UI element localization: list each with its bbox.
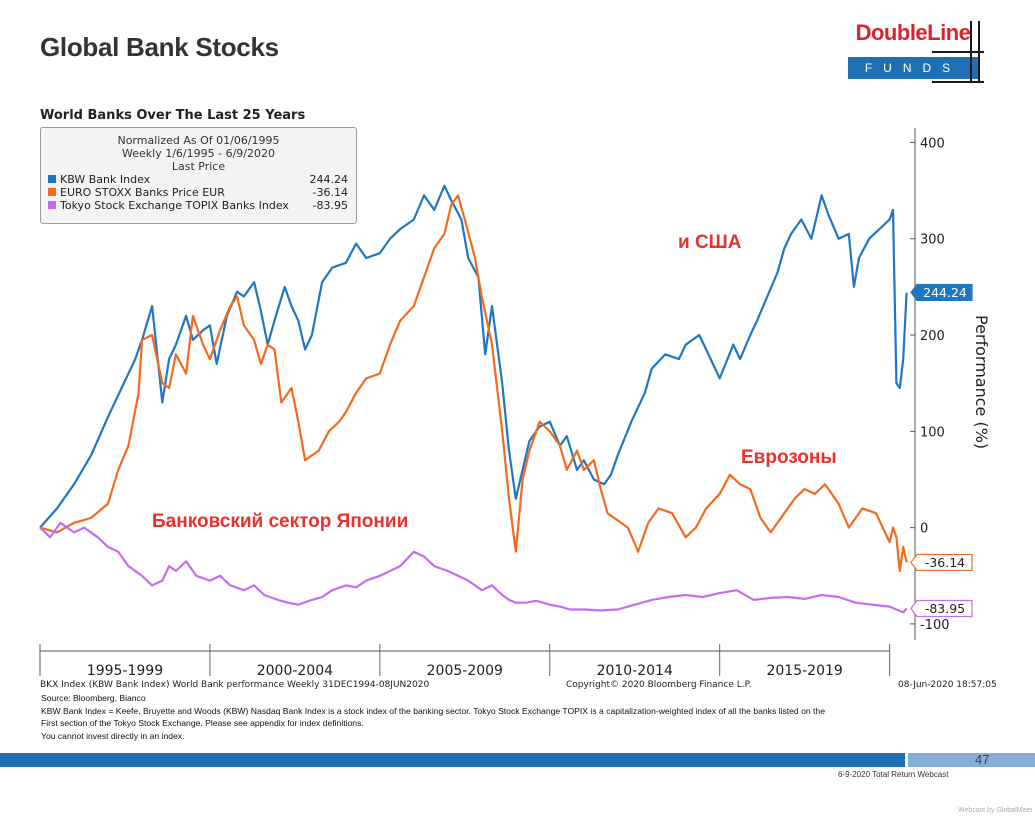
series-line-0: [39, 184, 908, 529]
callout-value: 244.24: [923, 285, 967, 300]
slide-title: Global Bank Stocks: [40, 32, 279, 62]
chart-title: World Banks Over The Last 25 Years: [40, 108, 306, 123]
callout-box: [910, 283, 973, 302]
y-axis-label: Performance (%): [972, 315, 991, 449]
logo-funds-band: FUNDS: [848, 57, 978, 79]
x-period-label: 2005-2009: [427, 663, 503, 679]
legend-header-line: Last Price: [171, 160, 226, 173]
legend-entry: EURO STOXX Banks Price EUR -36.14: [41, 186, 356, 199]
y-tick-label: 400: [920, 136, 945, 151]
legend-swatch: [48, 175, 56, 183]
legend-value: -36.14: [312, 186, 348, 199]
legend-label: EURO STOXX Banks Price EUR: [60, 186, 225, 199]
callout-box: [910, 599, 973, 618]
bloomberg-caption: BKX Index (KBW Bank Index) World Bank pe…: [40, 680, 430, 690]
page-number: 47: [975, 752, 990, 767]
x-period-label: 1995-1999: [87, 663, 163, 679]
footer-bar-right: [908, 753, 1035, 767]
webcast-credit: Webcast by GlobalMeet: [958, 807, 1033, 814]
legend-value: 244.24: [309, 173, 349, 186]
legend-label: Tokyo Stock Exchange TOPIX Banks Index: [60, 199, 289, 212]
last-value-callout: -36.14: [910, 553, 973, 572]
copyright-text: Copyright© 2020 Bloomberg Finance L.P.: [566, 680, 752, 690]
footer-bar: [0, 753, 905, 767]
annotation-eurozone: Еврозоны: [741, 447, 837, 468]
y-tick-label: 0: [920, 522, 928, 537]
legend-header-line: Normalized As Of 01/06/1995: [117, 134, 280, 147]
source-notes: Source: Bloomberg, Bianco KBW Bank Index…: [41, 692, 911, 742]
y-tick-label: 100: [920, 425, 945, 440]
legend-label: KBW Bank Index: [60, 173, 151, 186]
series-line-2: [39, 521, 908, 614]
y-tick-label: 200: [920, 329, 945, 344]
callout-value: -83.95: [925, 601, 965, 616]
note-line: KBW Bank Index = Keefe, Bruyette and Woo…: [41, 705, 825, 716]
x-period-label: 2000-2004: [257, 663, 333, 679]
annotation-usa: и США: [678, 232, 742, 253]
last-value-callout: -83.95: [910, 599, 973, 618]
y-tick-label: 300: [920, 233, 945, 248]
legend-value: -83.95: [312, 199, 348, 212]
callout-value: -36.14: [925, 555, 965, 570]
legend-entry: Tokyo Stock Exchange TOPIX Banks Index -…: [41, 199, 356, 212]
legend-entry: KBW Bank Index 244.24: [41, 173, 356, 186]
timestamp-text: 08-Jun-2020 18:57:05: [898, 680, 997, 690]
chart-labels: 244.24 -36.14 -83.95: [910, 283, 973, 618]
legend-header-line: Weekly 1/6/1995 - 6/9/2020: [122, 147, 275, 160]
note-line: Source: Bloomberg, Bianco: [41, 693, 146, 703]
doubleline-logo: DoubleLine FUNDS: [848, 17, 984, 83]
note-line: You cannot invest directly in an index.: [41, 730, 185, 741]
webcast-label: 6-9-2020 Total Return Webcast: [838, 770, 949, 779]
logo-wordmark: DoubleLine: [855, 20, 971, 45]
legend-swatch: [48, 201, 56, 209]
y-tick-label: -100: [920, 618, 950, 633]
x-period-label: 2010-2014: [597, 663, 673, 679]
chart-axes: 400 300 200 100 0 -100 Performance (%) 1995-199…: [39, 128, 991, 679]
note-line: First section of the Tokyo Stock Exchang…: [41, 718, 364, 728]
chart-series: [39, 184, 908, 614]
x-period-label: 2015-2019: [766, 663, 842, 679]
legend-swatch: [48, 188, 56, 196]
annotation-japan: Банковский сектор Японии: [152, 511, 409, 532]
callout-box: [910, 553, 973, 572]
chart-legend: Normalized As Of 01/06/1995 Weekly 1/6/1…: [40, 127, 357, 224]
last-value-callout: 244.24: [910, 283, 973, 302]
series-line-1: [39, 194, 908, 573]
